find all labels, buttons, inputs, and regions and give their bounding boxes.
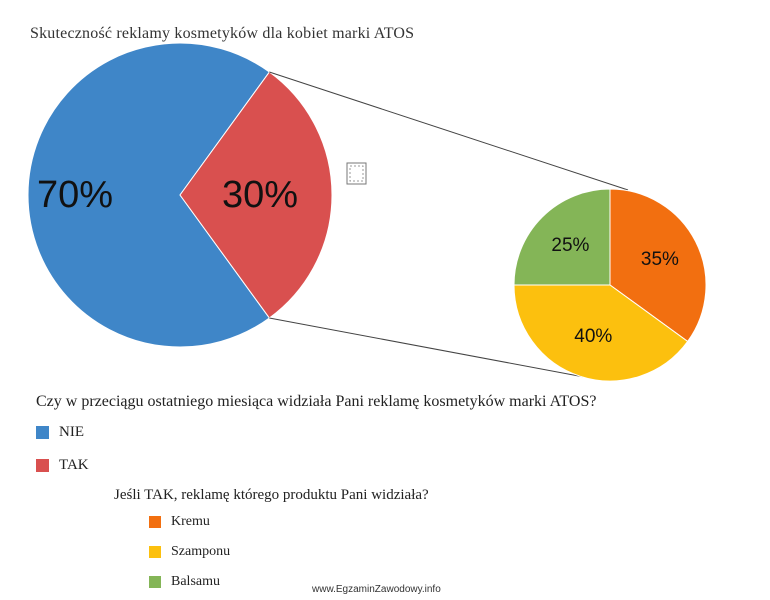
legend-swatch-szamponu [149,546,161,558]
sub-pie-slice-szamponu [513,284,689,382]
sub-pie-data-label-kremu: 35% [641,249,679,270]
main-pie: 70% 30% [27,42,333,348]
main-question: Czy w przeciągu ostatniego miesiąca widz… [36,393,597,410]
connector-top-line [269,71,629,191]
legend-item-szamponu: Szamponu [149,544,230,560]
sub-question: Jeśli TAK, reklamę którego produktu Pani… [114,487,429,503]
legend-swatch-kremu [149,516,161,528]
legend-label-tak: TAK [59,457,89,473]
main-pie-data-label-nie: 70% [37,174,113,216]
legend-label-szamponu: Szamponu [171,544,231,559]
watermark: www.EgzaminZawodowy.info [312,584,441,595]
pie-of-pie-chart: 70% 30% 35% 40% 25% [27,42,707,382]
sub-pie-slice-kremu [609,188,707,343]
legend-item-nie: NIE [36,424,84,441]
sub-pie-data-label-szamponu: 40% [574,326,612,347]
legend-swatch-balsamu [149,576,161,588]
legend-item-balsamu: Balsamu [149,574,220,590]
chart-title: Skuteczność reklamy kosmetyków dla kobie… [30,25,415,42]
legend-label-nie: NIE [59,424,84,440]
legend-label-balsamu: Balsamu [171,574,220,589]
legend-swatch-tak [36,459,49,472]
connector-bottom-line [269,317,601,381]
main-pie-slice-nie [27,42,271,348]
legend-swatch-nie [36,426,49,439]
legend-label-kremu: Kremu [171,514,210,529]
pie-connector-lines [269,71,629,381]
broken-image-icon [346,162,367,185]
legend-item-kremu: Kremu [149,514,210,530]
legend-item-tak: TAK [36,457,89,474]
secondary-pie: 35% 40% 25% [513,188,707,382]
main-pie-data-label-tak: 30% [222,174,298,216]
sub-pie-data-label-balsamu: 25% [551,235,589,256]
sub-pie-slice-balsamu [513,188,611,286]
main-pie-slice-tak [179,71,333,319]
